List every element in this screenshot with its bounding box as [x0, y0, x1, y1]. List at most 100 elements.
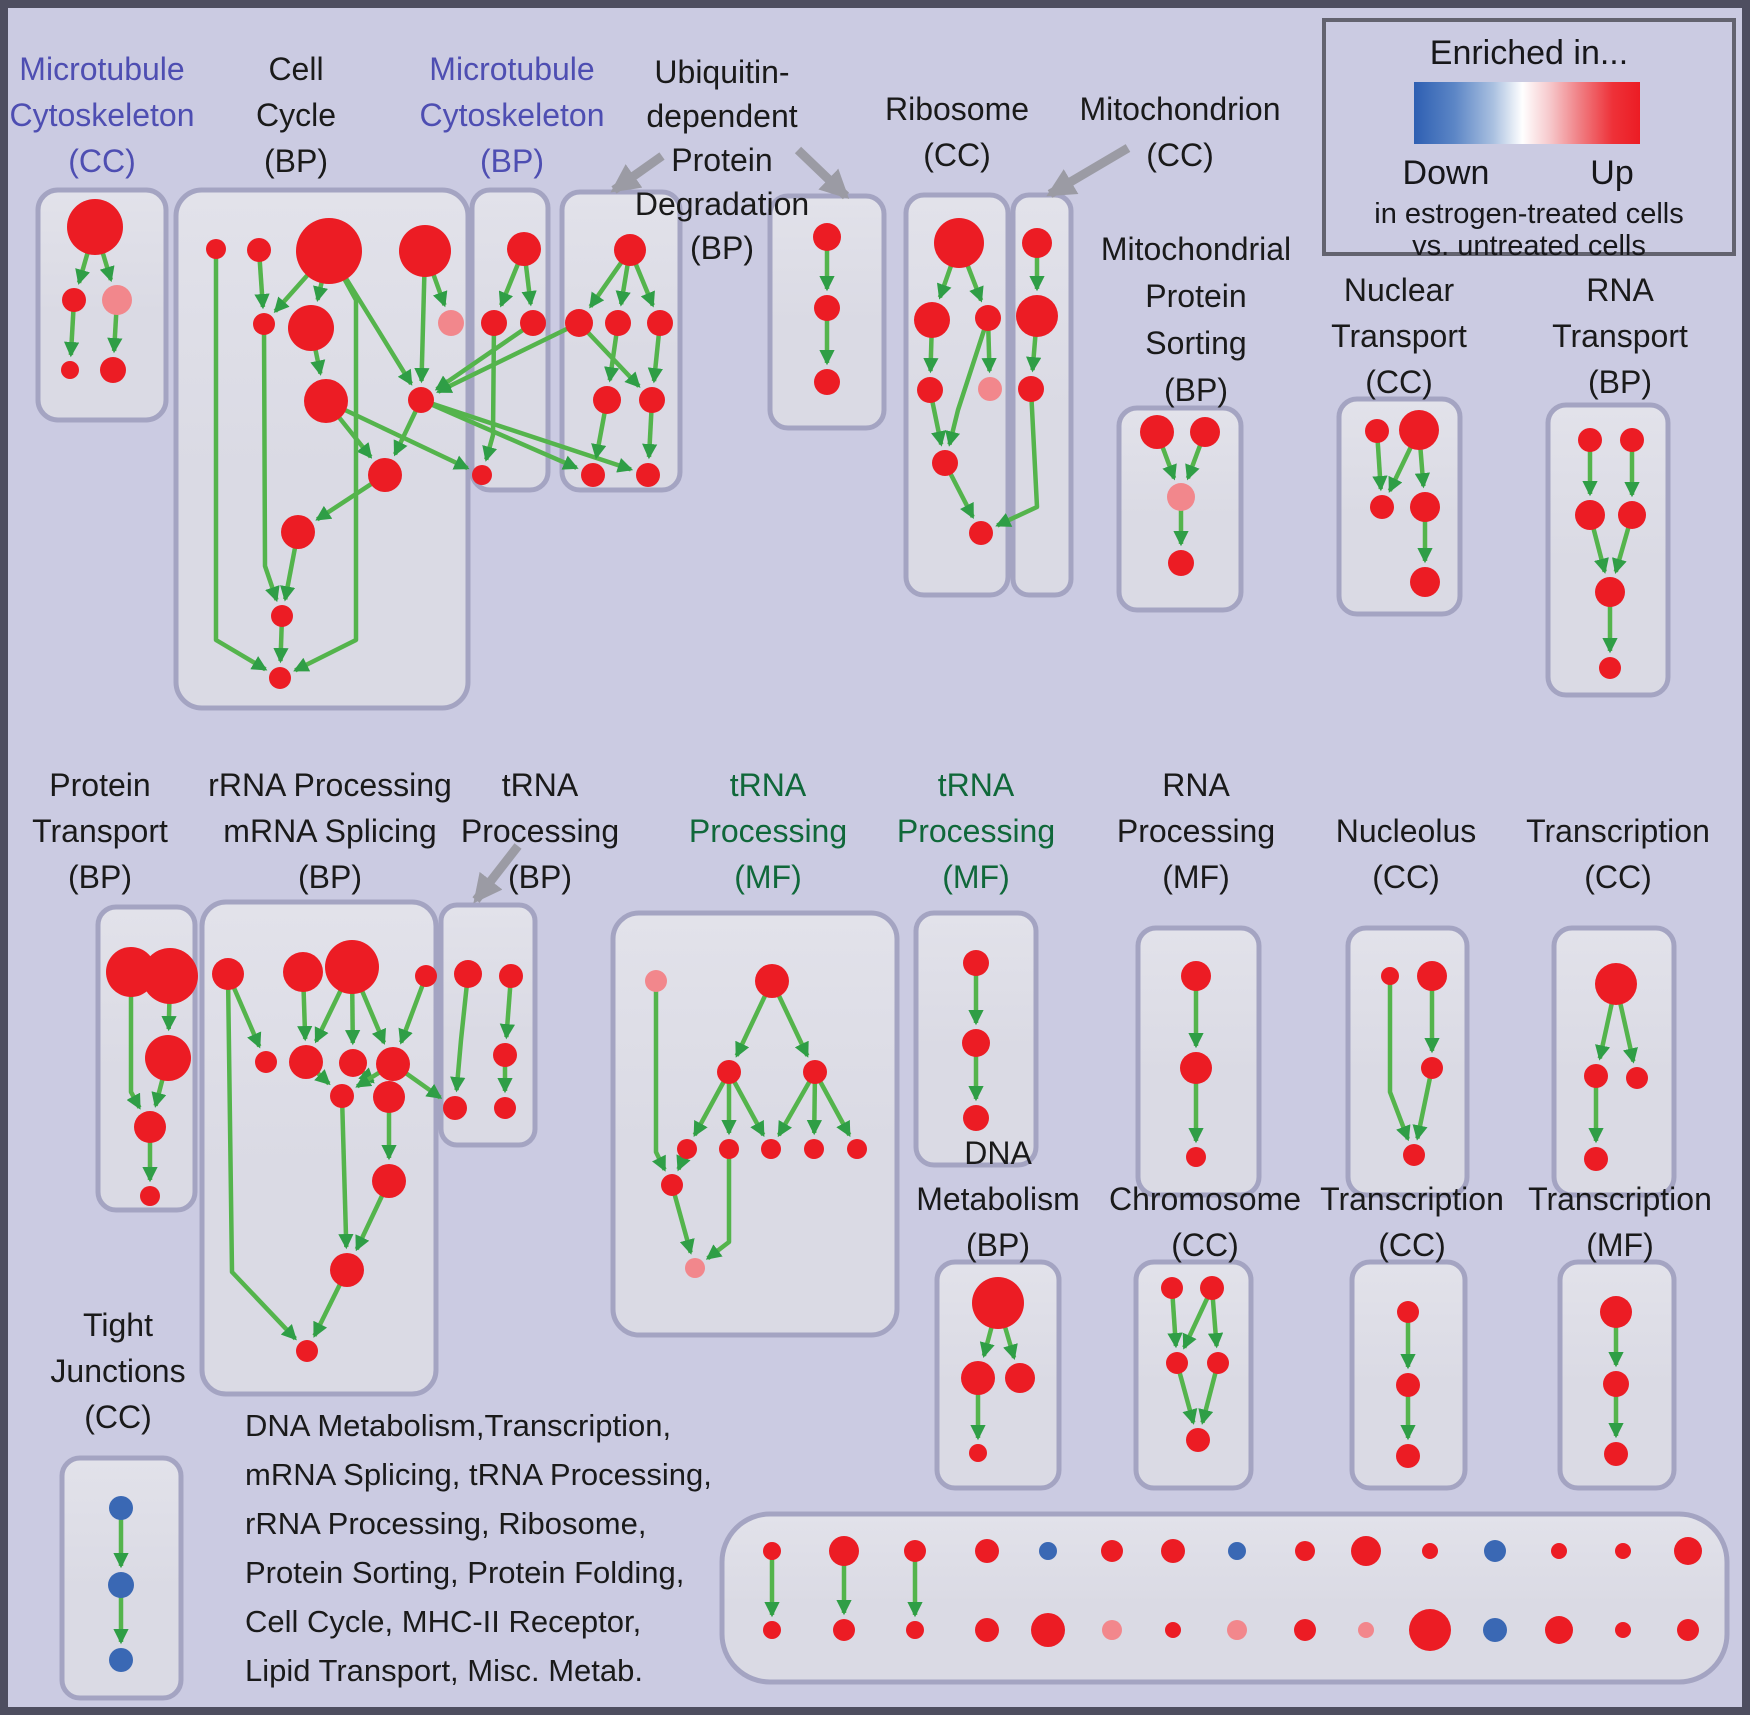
go-term-node-p6[interactable]	[719, 1139, 739, 1159]
go-term-node-w1[interactable]	[1397, 1301, 1419, 1323]
go-term-node-u1[interactable]	[972, 1277, 1024, 1329]
go-term-node-a1[interactable]	[67, 199, 123, 255]
go-term-node-v5[interactable]	[1186, 1428, 1210, 1452]
go-term-node-t4[interactable]	[1584, 1147, 1608, 1171]
go-term-node-c3[interactable]	[296, 218, 362, 284]
go-term-node-e3[interactable]	[605, 310, 631, 336]
go-term-node-x3[interactable]	[1604, 1442, 1628, 1466]
go-term-node-i3[interactable]	[1167, 483, 1195, 511]
go-term-node-z3[interactable]	[904, 1540, 926, 1562]
go-term-node-c2[interactable]	[247, 238, 271, 262]
go-term-node-c12[interactable]	[271, 605, 293, 627]
go-term-node-g4[interactable]	[917, 377, 943, 403]
go-term-node-i4[interactable]	[1168, 550, 1194, 576]
go-term-node-v3[interactable]	[1166, 1352, 1188, 1374]
go-term-node-p2[interactable]	[755, 964, 789, 998]
go-term-node-z14[interactable]	[1615, 1543, 1631, 1559]
go-term-node-j3[interactable]	[1370, 495, 1394, 519]
go-term-node-z8[interactable]	[1228, 1542, 1246, 1560]
go-term-node-m3[interactable]	[325, 940, 379, 994]
go-term-node-k2[interactable]	[1620, 428, 1644, 452]
go-term-node-e8[interactable]	[636, 463, 660, 487]
go-term-node-p4[interactable]	[803, 1060, 827, 1084]
go-term-node-l3[interactable]	[145, 1035, 191, 1081]
go-term-node-c11[interactable]	[281, 515, 315, 549]
go-term-node-z9[interactable]	[1295, 1541, 1315, 1561]
go-term-node-h3[interactable]	[1018, 376, 1044, 402]
go-term-node-l5[interactable]	[140, 1186, 160, 1206]
go-term-node-zz7[interactable]	[1165, 1622, 1181, 1638]
go-term-node-r2[interactable]	[1180, 1052, 1212, 1084]
go-term-node-u4[interactable]	[969, 1444, 987, 1462]
go-term-node-z7[interactable]	[1161, 1539, 1185, 1563]
go-term-node-p3[interactable]	[717, 1060, 741, 1084]
go-term-node-j2[interactable]	[1399, 410, 1439, 450]
go-term-node-zz11[interactable]	[1409, 1609, 1451, 1651]
go-term-node-d2[interactable]	[481, 310, 507, 336]
go-term-node-e5[interactable]	[593, 386, 621, 414]
go-term-node-p7[interactable]	[761, 1139, 781, 1159]
go-term-node-l4[interactable]	[134, 1111, 166, 1143]
go-term-node-i1[interactable]	[1140, 415, 1174, 449]
go-term-node-o5[interactable]	[494, 1097, 516, 1119]
go-term-node-t3[interactable]	[1626, 1067, 1648, 1089]
go-term-node-zz9[interactable]	[1294, 1619, 1316, 1641]
go-term-node-f2[interactable]	[814, 295, 840, 321]
go-term-node-u3[interactable]	[1005, 1363, 1035, 1393]
go-term-node-m2[interactable]	[283, 952, 323, 992]
go-term-node-g2[interactable]	[914, 302, 950, 338]
go-term-node-m10[interactable]	[373, 1081, 405, 1113]
go-term-node-c1[interactable]	[206, 239, 226, 259]
go-term-node-j4[interactable]	[1410, 492, 1440, 522]
go-term-node-o2[interactable]	[499, 964, 523, 988]
go-term-node-z5[interactable]	[1039, 1542, 1057, 1560]
go-term-node-e2[interactable]	[565, 309, 593, 337]
go-term-node-z10[interactable]	[1351, 1536, 1381, 1566]
go-term-node-z6[interactable]	[1101, 1540, 1123, 1562]
go-term-node-q3[interactable]	[963, 1105, 989, 1131]
go-term-node-h2[interactable]	[1016, 295, 1058, 337]
go-term-node-p9[interactable]	[847, 1139, 867, 1159]
go-term-node-u2[interactable]	[961, 1361, 995, 1395]
go-term-node-j5[interactable]	[1410, 567, 1440, 597]
go-term-node-e1[interactable]	[614, 234, 646, 266]
go-term-node-k5[interactable]	[1595, 577, 1625, 607]
go-term-node-v1[interactable]	[1161, 1277, 1183, 1299]
go-term-node-e4[interactable]	[647, 310, 673, 336]
go-term-node-t1[interactable]	[1595, 963, 1637, 1005]
go-term-node-c5[interactable]	[253, 313, 275, 335]
go-term-node-m6[interactable]	[289, 1045, 323, 1079]
go-term-node-z15[interactable]	[1674, 1537, 1702, 1565]
go-term-node-s4[interactable]	[1403, 1144, 1425, 1166]
go-term-node-k1[interactable]	[1578, 428, 1602, 452]
go-term-node-zz13[interactable]	[1545, 1616, 1573, 1644]
go-term-node-y1[interactable]	[109, 1496, 133, 1520]
go-term-node-zz3[interactable]	[906, 1621, 924, 1639]
go-term-node-a3[interactable]	[102, 285, 132, 315]
go-term-node-e7[interactable]	[581, 463, 605, 487]
go-term-node-zz6[interactable]	[1102, 1620, 1122, 1640]
go-term-node-g7[interactable]	[969, 521, 993, 545]
go-term-node-c4[interactable]	[399, 225, 451, 277]
go-term-node-zz8[interactable]	[1227, 1620, 1247, 1640]
go-term-node-i2[interactable]	[1190, 417, 1220, 447]
go-term-node-zz12[interactable]	[1483, 1618, 1507, 1642]
go-term-node-k4[interactable]	[1618, 501, 1646, 529]
go-term-node-m5[interactable]	[255, 1051, 277, 1073]
go-term-node-m4[interactable]	[415, 965, 437, 987]
go-term-node-m7[interactable]	[339, 1049, 367, 1077]
go-term-node-d1[interactable]	[507, 232, 541, 266]
go-term-node-m11[interactable]	[372, 1164, 406, 1198]
go-term-node-d3[interactable]	[520, 310, 546, 336]
go-term-node-v2[interactable]	[1200, 1276, 1224, 1300]
go-term-node-m12[interactable]	[330, 1253, 364, 1287]
go-term-node-zz14[interactable]	[1615, 1622, 1631, 1638]
go-term-node-k3[interactable]	[1575, 500, 1605, 530]
go-term-node-zz1[interactable]	[763, 1621, 781, 1639]
go-term-node-c9[interactable]	[408, 387, 434, 413]
go-term-node-m9[interactable]	[330, 1084, 354, 1108]
go-term-node-a4[interactable]	[61, 361, 79, 379]
go-term-node-t2[interactable]	[1584, 1064, 1608, 1088]
go-term-node-zz4[interactable]	[975, 1618, 999, 1642]
go-term-node-w2[interactable]	[1396, 1373, 1420, 1397]
